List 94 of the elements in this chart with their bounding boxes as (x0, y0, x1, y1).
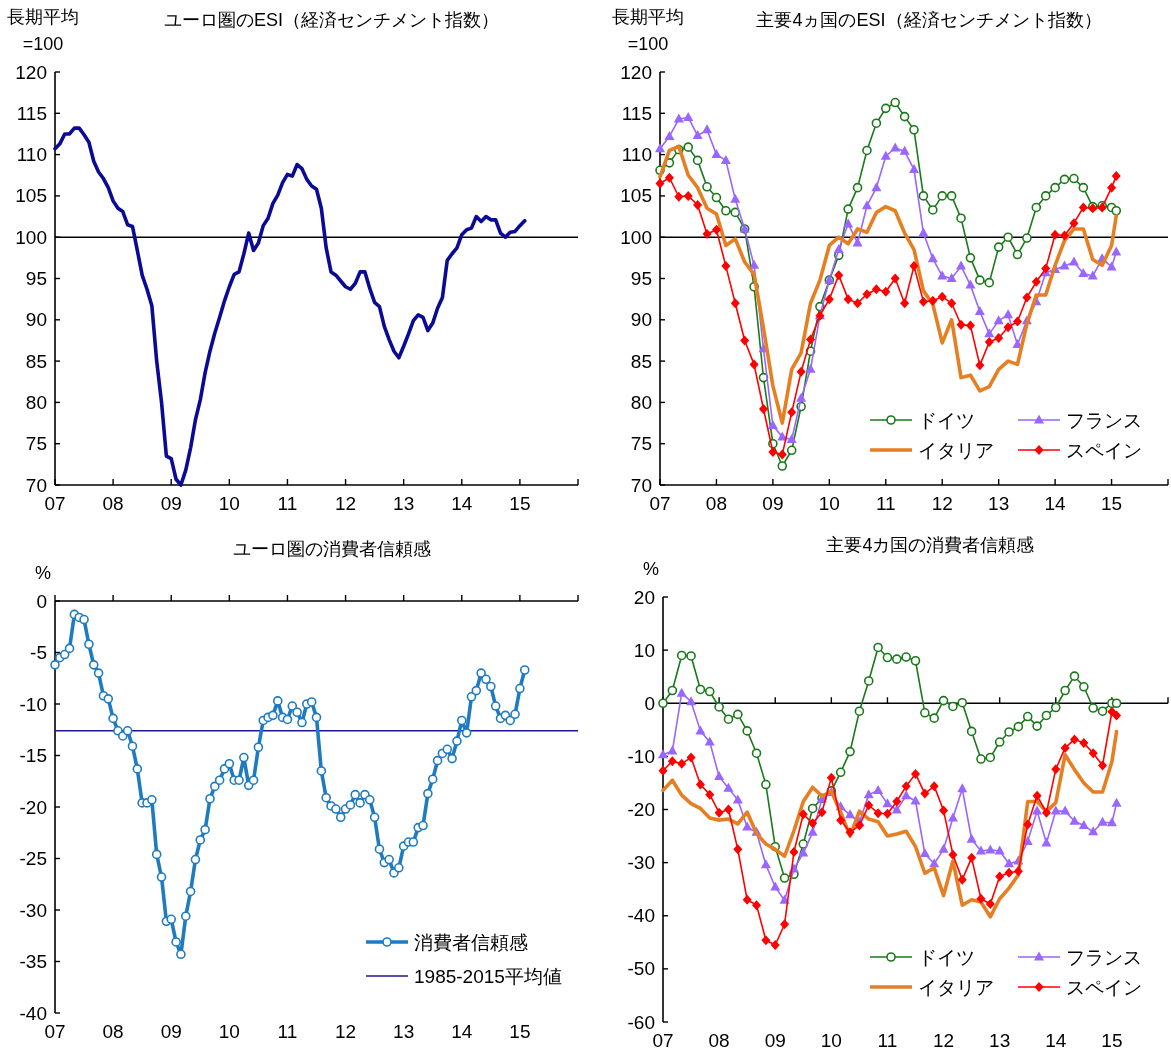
y-tick-label: 80 (25, 391, 47, 413)
y-tick-label: 115 (621, 102, 652, 124)
x-tick-label: 07 (44, 493, 66, 514)
x-tick-label: 07 (652, 1030, 674, 1050)
y-tick-label: 115 (16, 102, 47, 124)
x-tick-label: 09 (160, 1021, 182, 1042)
y-tick-label: 0 (644, 692, 655, 714)
y-tick-label: 105 (15, 185, 47, 207)
x-tick-label: 15 (509, 1021, 531, 1042)
y-axis-title: % (642, 559, 660, 579)
x-tick-label: 09 (764, 1030, 786, 1050)
chart-title: ユーロ圏の消費者信頼感 (232, 539, 431, 559)
y-tick-label: 20 (633, 586, 655, 608)
x-tick-label: 08 (705, 493, 728, 514)
y-tick-label: 120 (620, 61, 652, 83)
x-tick-label: 11 (277, 1021, 298, 1042)
x-tick-label: 14 (1044, 493, 1067, 514)
y-axis-title: 長期平均 =100 (612, 7, 684, 54)
chart-title: 主要4カ国の消費者信頼感 (826, 535, 1035, 555)
x-tick-label: 10 (818, 493, 840, 514)
y-tick-label: 100 (620, 226, 652, 248)
legend-label: 消費者信頼感 (414, 932, 528, 953)
x-tick-label: 08 (102, 1021, 124, 1042)
x-tick-label: 09 (160, 493, 182, 514)
chart-title: ユーロ圏のESI（経済センチメント指数） (163, 10, 500, 30)
x-tick-label: 13 (988, 493, 1010, 514)
y-tick-label: -30 (627, 852, 655, 874)
x-tick-label: 13 (393, 493, 415, 514)
x-tick-label: 08 (102, 493, 124, 514)
x-tick-label: 07 (44, 1021, 66, 1042)
x-tick-label: 10 (218, 493, 240, 514)
y-tick-label: 120 (15, 61, 47, 83)
legend-label: イタリア (918, 440, 994, 461)
legend-label: スペイン (1066, 977, 1142, 998)
x-tick-label: 13 (989, 1030, 1011, 1050)
y-tick-label: -10 (19, 693, 47, 715)
y-tick-label: 85 (25, 350, 47, 372)
x-tick-label: 12 (932, 1030, 955, 1050)
y-tick-label: 100 (15, 226, 47, 248)
y-tick-label: 110 (16, 144, 47, 166)
y-tick-label: -60 (627, 1011, 655, 1033)
y-axis-title: 長期平均 =100 (7, 7, 79, 54)
x-tick-label: 14 (451, 1021, 473, 1042)
x-tick-label: 08 (708, 1030, 730, 1050)
legend-label: ドイツ (918, 947, 975, 968)
x-tick-label: 10 (218, 1021, 240, 1042)
x-tick-label: 12 (334, 1021, 357, 1042)
x-tick-label: 11 (875, 493, 896, 514)
y-tick-label: -5 (30, 642, 47, 663)
x-tick-label: 12 (931, 493, 953, 514)
y-tick-label: 85 (630, 350, 652, 372)
y-tick-label: 75 (630, 433, 652, 455)
x-tick-label: 11 (877, 1030, 898, 1050)
y-tick-label: 105 (620, 185, 652, 207)
y-tick-label: -40 (19, 1002, 47, 1024)
x-tick-label: 15 (1100, 493, 1123, 514)
y-tick-label: -15 (19, 745, 47, 766)
y-tick-label: 0 (36, 590, 47, 612)
y-tick-label: 80 (630, 391, 652, 413)
y-tick-label: 90 (630, 309, 652, 331)
y-axis-title: % (34, 563, 52, 583)
y-tick-label: 95 (630, 268, 652, 289)
y-tick-label: 70 (630, 474, 652, 496)
y-tick-label: -30 (19, 899, 47, 921)
x-tick-label: 10 (820, 1030, 842, 1050)
y-tick-label: -25 (19, 848, 47, 869)
y-tick-label: 10 (633, 639, 655, 661)
x-tick-label: 14 (1045, 1030, 1067, 1050)
x-tick-label: 15 (1101, 1030, 1123, 1050)
y-tick-label: -20 (627, 799, 655, 820)
chart-title: 主要4ヵ国のESI（経済センチメント指数） (756, 10, 1102, 30)
x-tick-label: 12 (334, 493, 357, 514)
x-tick-label: 13 (393, 1021, 415, 1042)
y-tick-label: -20 (19, 796, 47, 818)
y-tick-label: -40 (627, 905, 655, 927)
y-tick-label: -10 (627, 745, 655, 767)
y-tick-label: 75 (25, 433, 47, 455)
y-tick-label: -35 (19, 951, 47, 972)
legend-label: ドイツ (918, 410, 975, 431)
x-tick-label: 15 (509, 493, 531, 514)
y-tick-label: 90 (25, 309, 47, 331)
x-tick-label: 14 (451, 493, 473, 514)
y-tick-label: 70 (25, 474, 47, 496)
legend-label: フランス (1066, 947, 1142, 968)
y-tick-label: 110 (621, 144, 652, 166)
x-tick-label: 09 (762, 493, 784, 514)
legend-label: スペイン (1066, 440, 1142, 461)
legend-label: フランス (1066, 410, 1142, 431)
y-tick-label: 95 (25, 268, 47, 289)
legend-label: 1985-2015平均値 (414, 966, 562, 987)
x-tick-label: 11 (277, 493, 298, 514)
y-tick-label: -50 (627, 958, 655, 980)
legend-label: イタリア (918, 977, 994, 998)
x-tick-label: 07 (649, 493, 671, 514)
